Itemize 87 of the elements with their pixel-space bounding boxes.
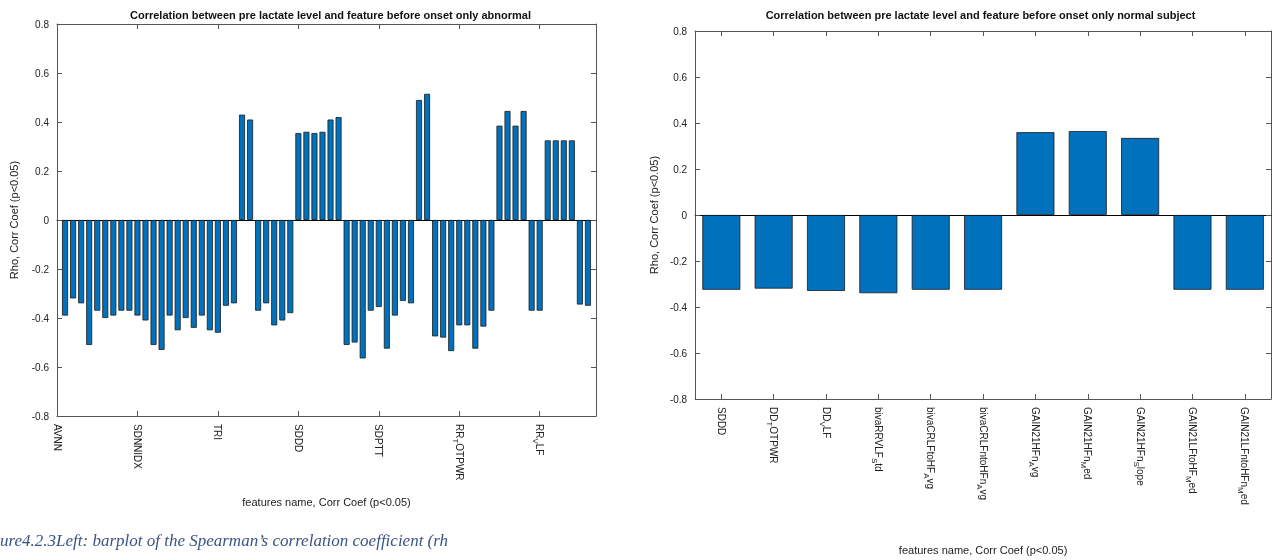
y-tick-label: 0.4 [673,117,688,129]
bar [416,99,423,220]
y-tick-label: 0.8 [35,18,50,30]
bar [247,119,254,220]
bar [859,215,898,294]
y-axis-title: Rho, Corr Coef (p<0.05) [7,160,20,280]
bar [1121,137,1160,215]
x-axis-title: features name, Corr Coef (p<0.05) [242,495,411,508]
bar [214,220,221,333]
y-tick-label: -0.6 [31,361,50,373]
bar [407,220,414,304]
x-tick-label: GAIN21LFntoHFnMed [1236,407,1251,505]
bar [964,215,1003,290]
bar [222,220,229,306]
y-tick-label: 0.2 [673,163,688,175]
bar [552,140,559,220]
bar [206,220,213,331]
x-tick-label: DDTOTPWR [765,407,780,464]
bar [271,220,278,326]
bar [754,215,793,289]
bar [62,220,69,316]
bar [70,220,77,299]
chart-title: Correlation between pre lactate level and feature before onset only abnormal [130,8,531,21]
bar [78,220,85,304]
y-tick-label: -0.4 [31,312,50,324]
bar [263,220,270,304]
bar [440,220,447,338]
bar [584,220,591,306]
bar [702,215,741,290]
bar [911,215,950,290]
bar [1016,132,1055,215]
bar [399,220,406,301]
bar [1173,215,1212,290]
x-tick-label: bivaCRLFtoHFAvg [922,407,937,490]
x-tick-label: GAIN21HFnAvg [1026,407,1041,478]
y-tick-label: 0 [681,209,688,221]
bar [448,220,455,352]
x-tick-label: SDDD [715,407,727,436]
bar [424,93,431,220]
text: ure4.2.3Left: barplot of the Spearman’s correlation coefficient (rh [0,531,449,550]
y-tick-label: -0.8 [669,393,688,405]
chart-title: Correlation between pre lactate level and feature before onset only normal subject [765,8,1196,21]
x-tick-label: GAIN21LFtoHFMed [1183,407,1198,494]
bar [190,220,197,328]
x-tick-label: DDVLF [817,407,832,439]
x-tick-label: RRVLF [531,424,546,456]
x-tick-label: bivaCRLFntoHFnAvg [974,407,989,501]
x-tick-label: TRI [212,424,224,441]
x-tick-label: SDNNIDX [131,424,143,470]
x-tick-label: RRTOTPWR [450,424,465,481]
y-tick-label: -0.2 [669,255,688,267]
y-tick-label: 0.6 [35,67,50,79]
x-tick-label: bivaRRVLFStd [869,407,884,472]
y-tick-label: 0 [43,214,50,226]
bar [544,140,551,220]
bar [456,220,463,326]
y-tick-label: -0.6 [669,347,688,359]
bar [576,220,583,305]
y-tick-label: 0.6 [673,71,688,83]
y-tick-label: 0.2 [35,165,50,177]
bar [230,220,237,304]
x-tick-label: SDDD [292,424,304,453]
x-axis-title: features name, Corr Coef (p<0.05) [898,543,1068,556]
bar [560,140,567,220]
y-tick-label: -0.2 [31,263,50,275]
y-axis-title: Rho, Corr Coef (p<0.05) [647,155,660,275]
bar [375,220,382,307]
y-tick-label: -0.4 [669,301,688,313]
bar [432,220,439,337]
y-tick-label: 0.4 [35,116,50,128]
bar [391,220,398,316]
bar [255,220,262,311]
y-tick-label: -0.8 [31,410,50,422]
x-tick-label: GAIN21HFnMed [1079,407,1094,480]
bar [1068,131,1107,215]
bar [807,215,846,291]
bar [198,220,205,316]
x-tick-label: AVNN [51,424,63,452]
x-tick-label: GAIN21HFnSlope [1131,407,1146,487]
bar [383,220,390,349]
bar [239,114,246,220]
bar [568,140,575,220]
y-tick-label: 0.8 [673,25,688,37]
bar [86,220,93,345]
x-tick-label: SDPTT [373,424,385,457]
bar [1225,215,1264,290]
bar [94,220,101,311]
